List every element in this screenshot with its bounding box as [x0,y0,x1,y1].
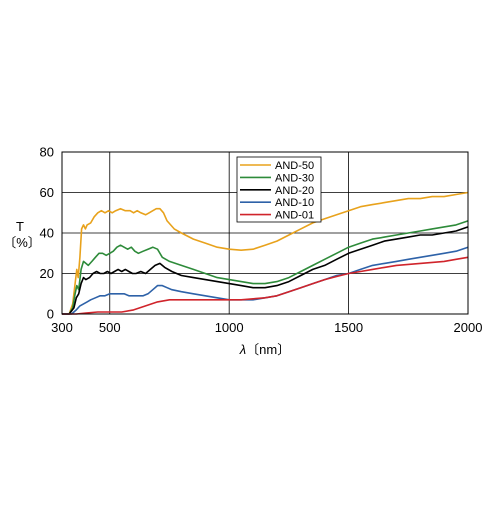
x-axis-unit: 〔nm〕 [246,342,290,357]
series-line-and-01 [62,256,469,315]
x-axis-title: λ〔nm〕 [239,342,290,357]
legend-label: AND-01 [275,210,314,222]
y-tick-label: 40 [40,226,54,241]
y-axis-title-line1: T [16,219,24,234]
y-tick-label: 60 [40,185,54,200]
legend-label: AND-30 [275,172,314,184]
plot-frame [61,151,469,315]
legend-label: AND-50 [275,160,314,172]
x-tick-label: 300 [51,320,73,335]
x-axis-symbol: λ [239,342,246,357]
series-line-and-10 [62,246,469,315]
y-tick-label: 80 [40,145,54,160]
x-tick-label: 500 [99,320,121,335]
x-tick-label: 2000 [454,320,483,335]
x-tick-label: 1500 [334,320,363,335]
series-layer [62,191,469,315]
legend-label: AND-10 [275,197,314,209]
legend-label: AND-20 [275,185,314,197]
y-tick-label: 20 [40,266,54,281]
series-line-and-50 [62,191,469,315]
x-tick-label: 1000 [215,320,244,335]
tick-label-layer: 0 20 40 60 80 300 500 1000 1500 2000 [40,145,483,336]
series-line-and-20 [62,226,469,315]
series-line-and-30 [62,220,469,315]
y-axis-title-line2: 〔%〕 [3,235,41,250]
y-tick-label: 0 [47,307,54,322]
